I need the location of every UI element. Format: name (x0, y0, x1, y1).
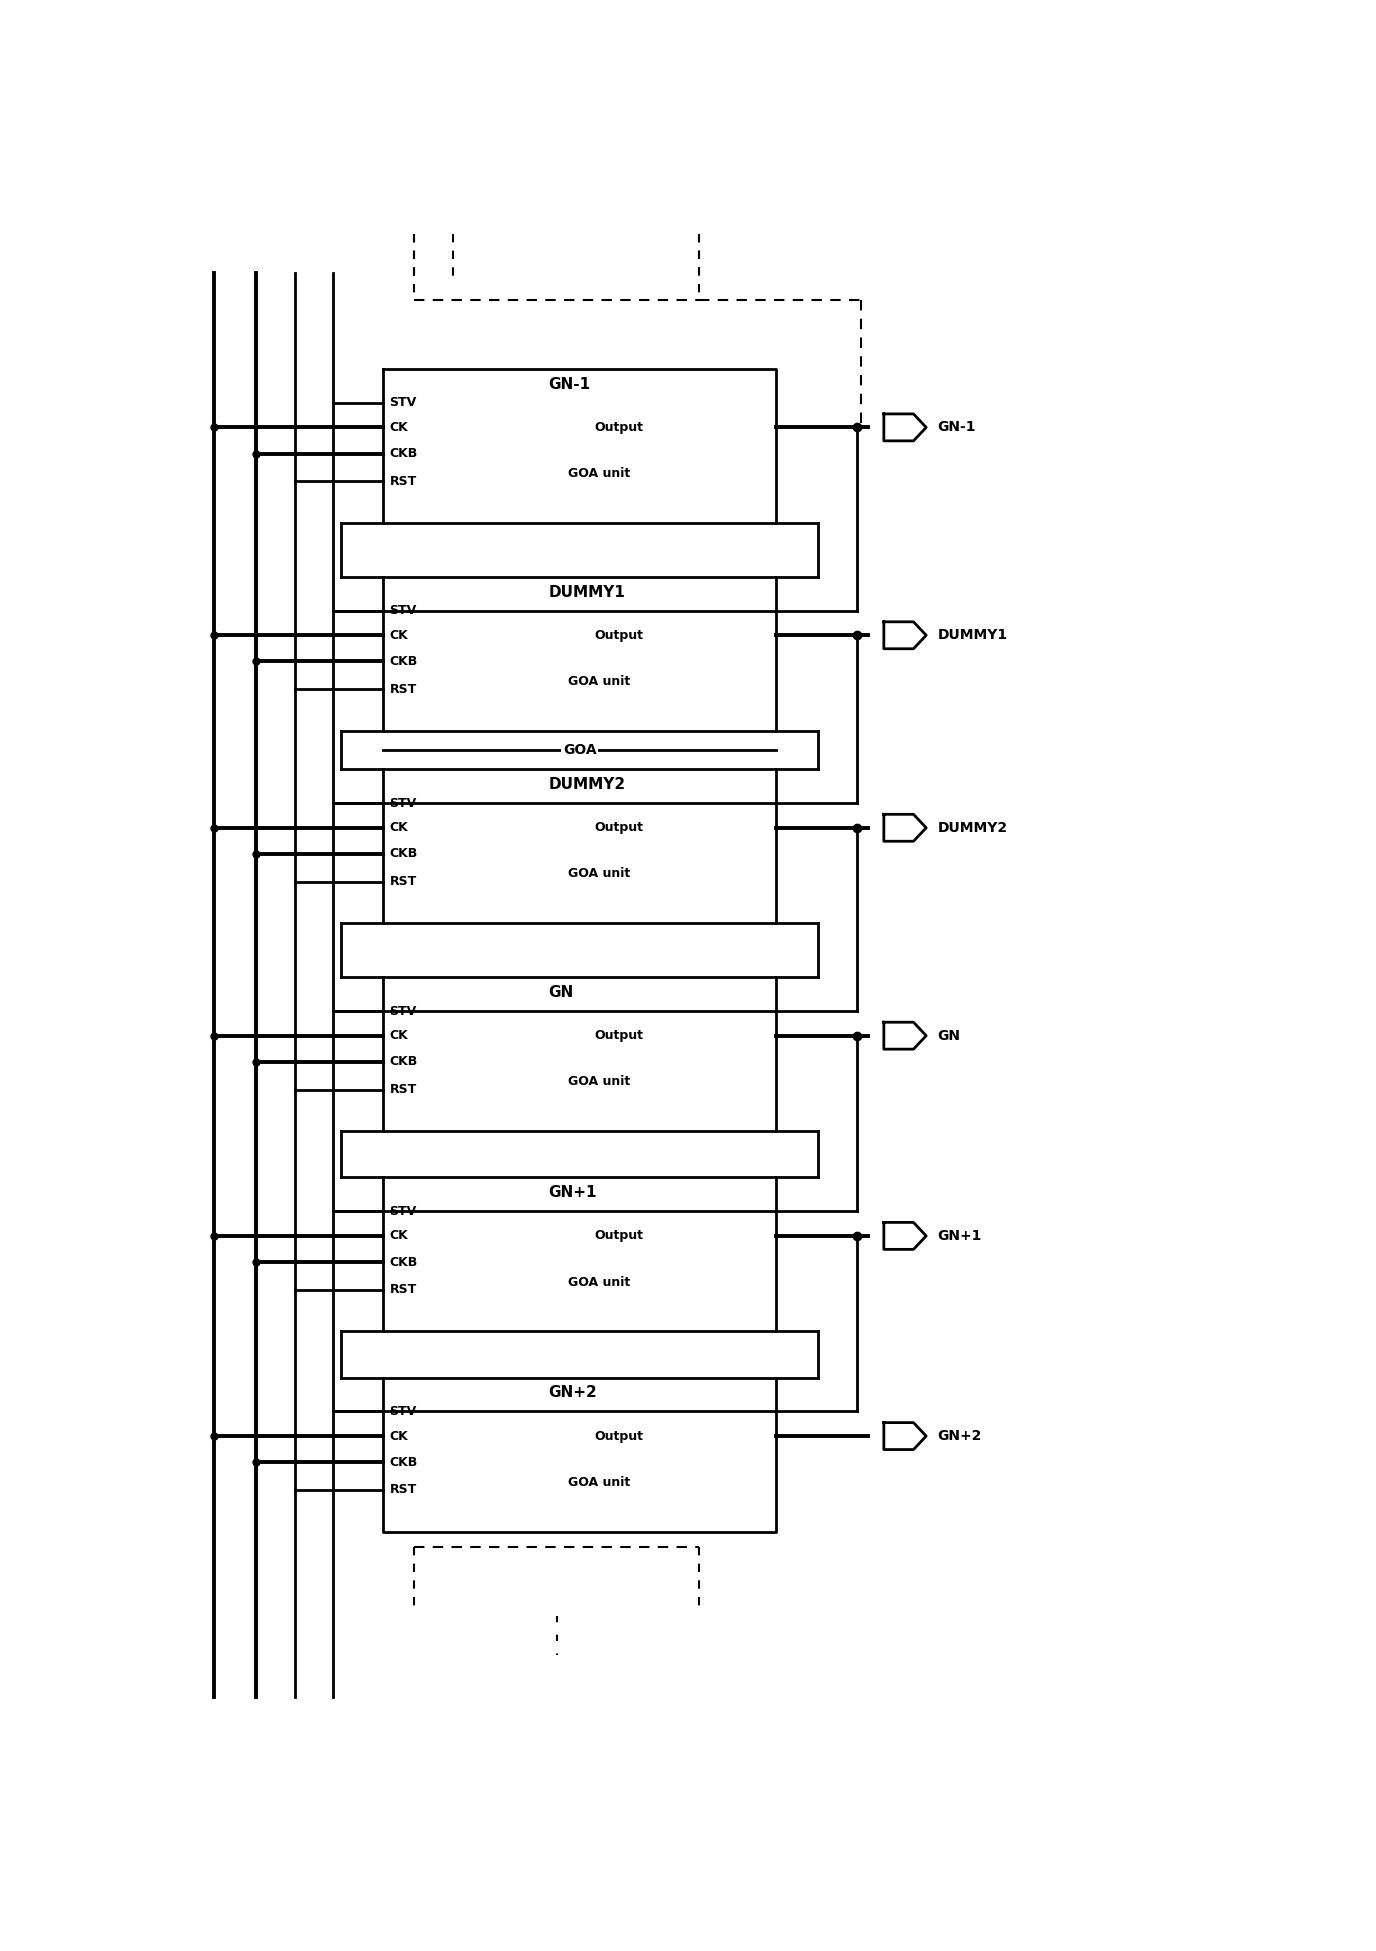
Text: CK: CK (389, 628, 409, 642)
Polygon shape (883, 1422, 926, 1450)
Text: Output: Output (594, 628, 644, 642)
Polygon shape (883, 1223, 926, 1249)
Text: STV: STV (389, 1206, 417, 1217)
Text: GOA unit: GOA unit (568, 466, 630, 480)
Text: GOA unit: GOA unit (568, 868, 630, 880)
Text: CKB: CKB (389, 847, 418, 860)
Text: CK: CK (389, 1430, 409, 1442)
Text: GOA unit: GOA unit (568, 1475, 630, 1489)
Text: Output: Output (594, 421, 644, 433)
Text: GOA: GOA (563, 743, 597, 757)
Text: Output: Output (594, 1030, 644, 1042)
Text: GN+1: GN+1 (937, 1229, 982, 1243)
Text: CK: CK (389, 821, 409, 835)
Text: Output: Output (594, 1229, 644, 1243)
Text: GN+2: GN+2 (937, 1428, 982, 1444)
Text: RST: RST (389, 683, 417, 697)
Text: DUMMY1: DUMMY1 (548, 585, 625, 599)
Text: GN-1: GN-1 (937, 419, 976, 435)
Text: RST: RST (389, 1083, 417, 1096)
Text: CKB: CKB (389, 1455, 418, 1469)
Text: GOA unit: GOA unit (568, 675, 630, 689)
Text: GN+1: GN+1 (548, 1186, 597, 1200)
Text: GN: GN (548, 985, 574, 1001)
Polygon shape (883, 414, 926, 441)
Text: DUMMY1: DUMMY1 (937, 628, 1007, 642)
Text: CKB: CKB (389, 1055, 418, 1069)
Text: RST: RST (389, 1284, 417, 1295)
Text: GN+2: GN+2 (548, 1385, 597, 1401)
Text: CKB: CKB (389, 656, 418, 667)
Text: GOA unit: GOA unit (568, 1075, 630, 1089)
Text: CK: CK (389, 1030, 409, 1042)
Text: GOA unit: GOA unit (568, 1276, 630, 1288)
Text: RST: RST (389, 876, 417, 888)
Polygon shape (883, 622, 926, 650)
Text: DUMMY2: DUMMY2 (548, 776, 626, 792)
Text: STV: STV (389, 1005, 417, 1018)
Text: DUMMY2: DUMMY2 (937, 821, 1007, 835)
Text: STV: STV (389, 796, 417, 810)
Text: CK: CK (389, 421, 409, 433)
Text: RST: RST (389, 1483, 417, 1496)
Text: RST: RST (389, 474, 417, 488)
Text: STV: STV (389, 396, 417, 410)
Text: CKB: CKB (389, 1256, 418, 1268)
Text: Output: Output (594, 821, 644, 835)
Text: GN-1: GN-1 (548, 377, 590, 392)
Polygon shape (883, 814, 926, 841)
Text: CK: CK (389, 1229, 409, 1243)
Text: STV: STV (389, 605, 417, 617)
Text: GN: GN (937, 1028, 960, 1042)
Text: STV: STV (389, 1405, 417, 1418)
Polygon shape (883, 1022, 926, 1050)
Text: Output: Output (594, 1430, 644, 1442)
Text: CKB: CKB (389, 447, 418, 460)
